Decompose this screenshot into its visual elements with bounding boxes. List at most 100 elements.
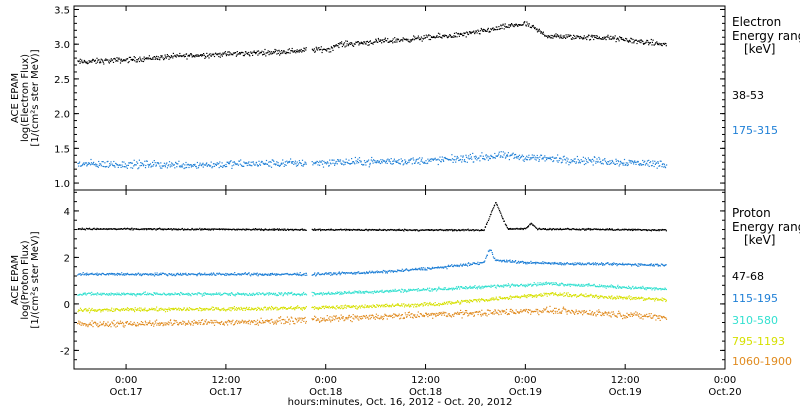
data-point [514, 284, 516, 286]
data-point [119, 58, 121, 60]
data-point [641, 263, 643, 265]
data-point [374, 41, 376, 43]
data-point [172, 57, 174, 59]
data-point [354, 306, 356, 308]
data-point [631, 160, 633, 162]
data-point [574, 283, 576, 285]
data-point [638, 164, 641, 166]
data-point [79, 228, 81, 230]
data-point [186, 164, 188, 166]
data-point [279, 51, 281, 53]
data-point [318, 47, 320, 49]
data-point [201, 54, 203, 56]
data-point [568, 284, 570, 286]
data-point [86, 273, 89, 276]
data-point [531, 154, 533, 156]
data-point [591, 34, 593, 36]
data-point [476, 263, 478, 265]
data-point [109, 164, 111, 166]
data-point [227, 308, 229, 310]
data-point [629, 41, 631, 43]
data-point [233, 228, 235, 230]
data-point [82, 310, 84, 312]
data-point [552, 263, 554, 265]
data-point [297, 274, 299, 276]
data-point [178, 274, 180, 276]
data-point [108, 274, 110, 276]
data-point [373, 159, 375, 161]
data-point [348, 292, 350, 294]
data-point [182, 55, 184, 57]
data-point [212, 273, 214, 275]
data-point [166, 167, 168, 169]
data-point [262, 162, 264, 164]
data-point [301, 294, 303, 296]
data-point [476, 286, 478, 288]
data-point [621, 286, 623, 288]
data-point [652, 263, 654, 266]
data-point [123, 60, 125, 62]
data-point [238, 228, 240, 230]
data-point [599, 38, 601, 40]
data-point [300, 274, 302, 276]
data-point [112, 164, 114, 166]
data-point [625, 37, 627, 40]
data-point [210, 161, 212, 163]
data-point [376, 229, 378, 231]
data-point [632, 38, 634, 41]
data-point [363, 307, 365, 309]
data-point [583, 38, 585, 40]
data-point [552, 160, 554, 163]
data-point [407, 38, 409, 40]
data-point [356, 41, 358, 44]
data-point [373, 41, 375, 43]
data-point [278, 273, 280, 275]
data-point [106, 161, 108, 163]
data-point [115, 163, 118, 165]
data-point [563, 228, 565, 230]
data-point [386, 305, 389, 307]
data-point [224, 166, 226, 168]
data-point [105, 59, 108, 61]
data-point [225, 272, 227, 275]
data-point [204, 309, 207, 311]
data-point [243, 273, 245, 275]
data-point [392, 289, 394, 291]
data-point [548, 262, 550, 264]
data-point [183, 54, 185, 56]
data-point [482, 30, 484, 32]
data-point [644, 164, 646, 166]
data-point [193, 293, 195, 295]
data-point [646, 162, 648, 164]
data-point [506, 226, 508, 229]
data-point [195, 54, 197, 56]
data-point [237, 292, 239, 294]
data-point [663, 288, 665, 290]
data-point [79, 58, 81, 60]
data-point [428, 38, 430, 41]
data-point [528, 154, 530, 156]
data-point [159, 228, 161, 230]
data-point [450, 36, 452, 38]
data-point [154, 309, 156, 311]
data-point [281, 307, 283, 309]
data-point [574, 35, 576, 37]
data-point [576, 155, 578, 158]
data-point [291, 274, 293, 276]
data-point [120, 309, 122, 311]
data-point [320, 46, 322, 48]
data-point [147, 292, 149, 294]
data-point [230, 307, 232, 309]
data-point [328, 273, 330, 275]
data-point [576, 263, 578, 265]
data-point [426, 289, 428, 291]
data-point [664, 167, 667, 169]
data-point [375, 160, 377, 162]
data-point [299, 229, 301, 231]
data-point [500, 214, 503, 216]
data-point [203, 294, 205, 296]
data-point [462, 287, 464, 289]
data-point [546, 157, 548, 159]
data-point [657, 43, 659, 46]
data-point [355, 307, 357, 309]
